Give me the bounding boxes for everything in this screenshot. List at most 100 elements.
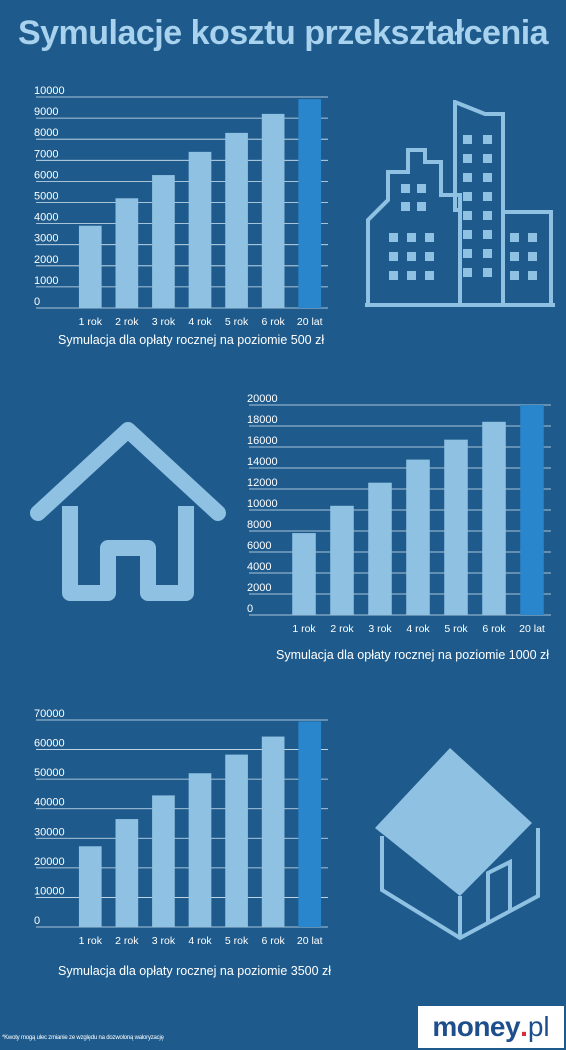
- window-shape: [463, 192, 472, 201]
- chart-500: 0 1000 2000 3000 4000 5000 6000 7000 8000 9000 100…: [34, 85, 328, 328]
- x-tick-label: 5 rok: [225, 935, 249, 947]
- y-tick-label: 10000: [34, 85, 65, 97]
- bar-4-rok: [406, 459, 430, 615]
- x-tick-label: 2 rok: [115, 935, 139, 947]
- x-tick-label: 6 rok: [261, 935, 285, 947]
- y-tick-label: 8000: [247, 519, 271, 531]
- x-tick-label: 6 rok: [482, 623, 506, 635]
- chart-caption-1000: Symulacja dla opłaty rocznej na poziomie…: [276, 648, 550, 662]
- window-shape: [483, 268, 492, 277]
- y-tick-label: 2000: [247, 582, 271, 594]
- bar-4-rok: [188, 773, 212, 927]
- x-tick-label: 20 lat: [297, 935, 323, 947]
- window-shape: [510, 271, 519, 280]
- bar-2-rok: [115, 819, 139, 927]
- x-tick-label: 4 rok: [406, 623, 430, 635]
- y-tick-label: 18000: [247, 414, 278, 426]
- x-tick-label: 3 rok: [368, 623, 392, 635]
- x-tick-label: 1 rok: [79, 316, 103, 328]
- window-shape: [463, 154, 472, 163]
- page-title: Symulacje kosztu przekształcenia: [17, 14, 549, 52]
- chart-caption-3500: Symulacja dla opłaty rocznej na poziomie…: [58, 964, 332, 978]
- bar-6-rok: [482, 421, 506, 615]
- y-tick-label: 12000: [247, 477, 278, 489]
- window-shape: [483, 192, 492, 201]
- y-tick-label: 3000: [34, 233, 58, 245]
- logo-tld: pl: [527, 1011, 550, 1042]
- y-tick-label: 20000: [34, 856, 65, 868]
- y-tick-label: 4000: [247, 561, 271, 573]
- bar-20-lat: [520, 405, 544, 615]
- y-tick-label: 2000: [34, 254, 58, 266]
- window-shape: [528, 233, 537, 242]
- bar-5-rok: [444, 439, 468, 615]
- bar-3-rok: [368, 482, 392, 615]
- footnote: *Kwoty mogą ulec zmianie ze względu na d…: [2, 1035, 164, 1041]
- window-shape: [425, 233, 434, 242]
- window-shape: [463, 135, 472, 144]
- window-shape: [483, 135, 492, 144]
- y-tick-label: 9000: [34, 106, 58, 118]
- bar-5-rok: [225, 754, 248, 927]
- window-shape: [389, 233, 398, 242]
- x-tick-label: 2 rok: [330, 623, 354, 635]
- y-tick-label: 7000: [34, 148, 58, 160]
- bar-1-rok: [78, 225, 102, 308]
- window-shape: [528, 271, 537, 280]
- window-shape: [407, 233, 416, 242]
- bar-20-lat: [298, 99, 322, 308]
- window-shape: [463, 249, 472, 258]
- chart-1000: 0 2000 4000 6000 8000 10000 12000 14000 16000 180…: [247, 393, 551, 635]
- x-tick-label: 3 rok: [152, 316, 176, 328]
- window-shape: [483, 249, 492, 258]
- bar-20-lat: [298, 721, 322, 927]
- window-shape: [407, 252, 416, 261]
- house-icon: [30, 422, 226, 601]
- bar-6-rok: [261, 736, 285, 927]
- y-tick-label: 0: [247, 603, 253, 615]
- window-shape: [463, 211, 472, 220]
- y-tick-label: 14000: [247, 456, 278, 468]
- chart-3500: 0 10000 20000 30000 40000 50000 60000 70000 1 ro…: [34, 708, 328, 947]
- window-shape: [463, 173, 472, 182]
- x-tick-label: 20 lat: [519, 623, 545, 635]
- y-tick-label: 1000: [34, 275, 58, 287]
- y-tick-label: 8000: [34, 127, 58, 139]
- house-3d-icon: [375, 748, 540, 941]
- y-tick-label: 0: [34, 915, 40, 927]
- bar-6-rok: [261, 113, 285, 308]
- y-tick-label: 10000: [247, 498, 278, 510]
- x-tick-label: 3 rok: [152, 935, 176, 947]
- logo-text: money: [432, 1011, 521, 1042]
- x-tick-label: 5 rok: [444, 623, 468, 635]
- bar-1-rok: [292, 533, 316, 615]
- bar-5-rok: [225, 132, 248, 308]
- y-tick-label: 4000: [34, 212, 58, 224]
- window-shape: [401, 184, 410, 193]
- y-tick-label: 20000: [247, 393, 278, 405]
- bar-2-rok: [330, 505, 354, 615]
- window-shape: [483, 154, 492, 163]
- y-tick-label: 40000: [34, 797, 65, 809]
- window-shape: [483, 211, 492, 220]
- bar-4-rok: [188, 151, 212, 308]
- window-shape: [425, 271, 434, 280]
- x-tick-label: 6 rok: [261, 316, 285, 328]
- y-tick-label: 5000: [34, 191, 58, 203]
- window-shape: [483, 173, 492, 182]
- y-tick-label: 70000: [34, 708, 65, 720]
- y-tick-label: 60000: [34, 738, 65, 750]
- y-tick-label: 10000: [34, 885, 65, 897]
- window-shape: [425, 252, 434, 261]
- window-shape: [389, 252, 398, 261]
- x-tick-label: 5 rok: [225, 316, 249, 328]
- chart-caption-500: Symulacja dla opłaty rocznej na poziomie…: [58, 333, 325, 347]
- y-tick-label: 50000: [34, 767, 65, 779]
- window-shape: [417, 184, 426, 193]
- x-tick-label: 1 rok: [79, 935, 103, 947]
- x-tick-label: 4 rok: [188, 316, 212, 328]
- window-shape: [407, 271, 416, 280]
- x-tick-label: 20 lat: [297, 316, 323, 328]
- x-tick-label: 1 rok: [292, 623, 316, 635]
- bar-1-rok: [78, 846, 102, 927]
